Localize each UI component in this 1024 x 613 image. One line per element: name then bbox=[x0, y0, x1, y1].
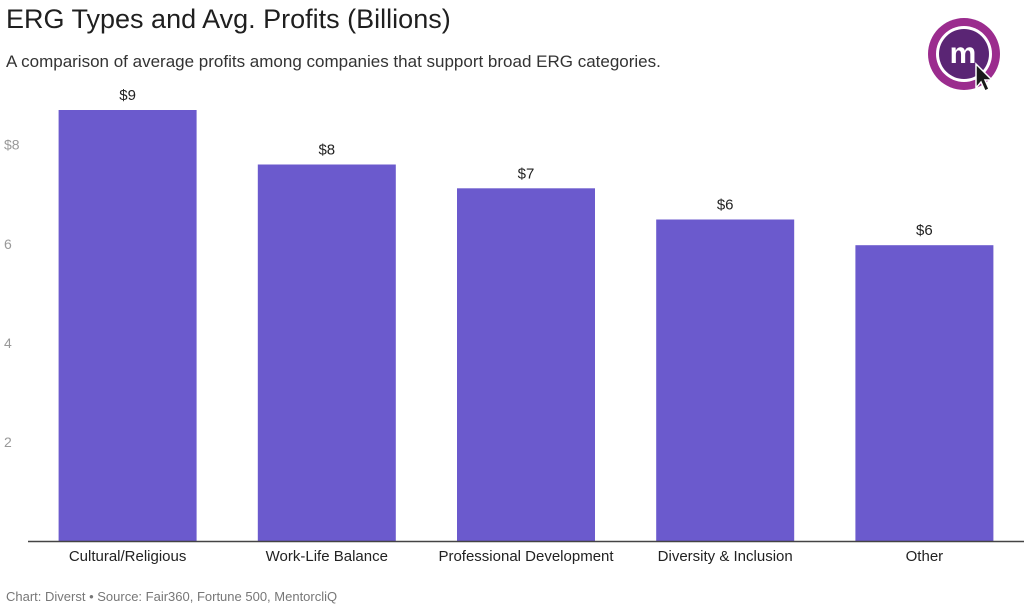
data-label-2: $7 bbox=[518, 165, 535, 182]
x-tick-label-3: Diversity & Inclusion bbox=[658, 548, 793, 565]
bar-1 bbox=[257, 164, 396, 541]
bars-group bbox=[58, 110, 994, 542]
chart-title: ERG Types and Avg. Profits (Billions) bbox=[6, 4, 451, 34]
bar-3 bbox=[656, 219, 795, 541]
x-tick-label-0: Cultural/Religious bbox=[69, 548, 187, 565]
x-axis-labels: Cultural/Religious Work-Life Balance Profe… bbox=[69, 548, 943, 565]
x-tick-label-4: Other bbox=[906, 548, 944, 565]
x-tick-label-2: Professional Development bbox=[438, 548, 614, 565]
x-tick-label-1: Work-Life Balance bbox=[266, 548, 388, 565]
chart-subtitle: A comparison of average profits among co… bbox=[6, 52, 661, 71]
y-tick-label-3: $8 bbox=[4, 137, 20, 153]
data-labels-group: $9 $8 $7 $6 $6 bbox=[119, 87, 932, 239]
data-label-4: $6 bbox=[916, 222, 933, 239]
bar-0 bbox=[58, 110, 197, 541]
cursor-icon bbox=[975, 62, 994, 93]
bar-4 bbox=[855, 245, 994, 541]
data-label-3: $6 bbox=[717, 197, 734, 214]
bar-2 bbox=[457, 188, 595, 542]
logo-letter: m bbox=[950, 37, 977, 70]
mentorcliq-logo-icon: m bbox=[926, 16, 1002, 93]
data-label-1: $8 bbox=[318, 142, 335, 159]
data-label-0: $9 bbox=[119, 87, 136, 104]
y-tick-label-0: 2 bbox=[4, 434, 12, 450]
y-axis-ticks: 2 4 6 $8 bbox=[4, 137, 20, 450]
y-tick-label-1: 4 bbox=[4, 335, 12, 351]
y-tick-label-2: 6 bbox=[4, 236, 12, 252]
chart-footer: Chart: Diverst • Source: Fair360, Fortun… bbox=[6, 589, 338, 604]
